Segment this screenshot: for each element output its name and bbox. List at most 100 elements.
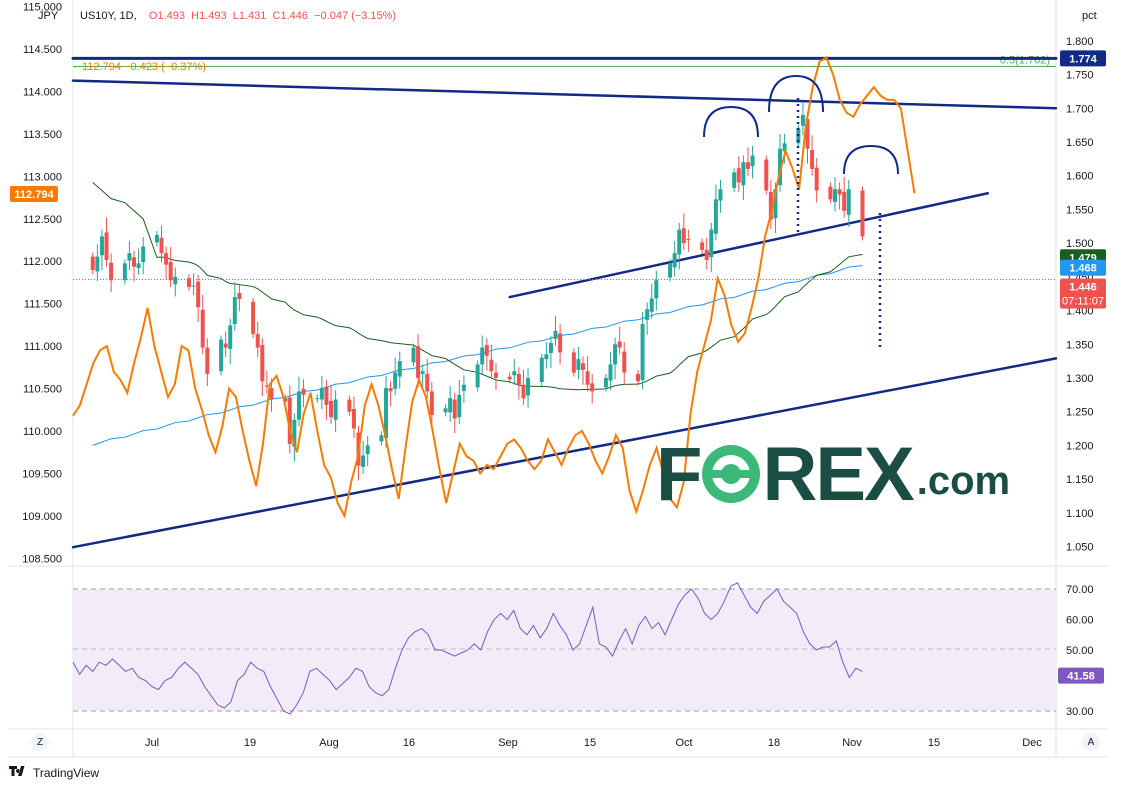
- last-price-tag: 1.446: [1069, 282, 1097, 294]
- right-axis-tick: 1.800: [1066, 36, 1094, 48]
- candle-body: [773, 189, 778, 219]
- candle-body: [315, 398, 320, 400]
- legend-close: C1.446: [272, 10, 308, 22]
- candle-body: [90, 256, 95, 271]
- watermark-rex: REX: [762, 431, 914, 517]
- ma-fast-tag: 1.468: [1069, 263, 1097, 275]
- candle-body: [443, 408, 448, 413]
- rsi-axis-tick: 30.00: [1066, 706, 1094, 718]
- right-axis-tick: 1.400: [1066, 306, 1094, 318]
- x-axis-label: Nov: [842, 737, 862, 749]
- candle-body: [196, 281, 201, 308]
- candle-body: [668, 263, 673, 278]
- right-axis-tick: 1.700: [1066, 103, 1094, 115]
- candle-body: [287, 397, 292, 445]
- left-shoulder-arc: [703, 105, 759, 138]
- candle-body: [713, 199, 718, 234]
- candle-body: [251, 301, 256, 335]
- left-axis-tick: 110.000: [23, 426, 62, 438]
- right-axis-tick: 1.150: [1066, 474, 1094, 486]
- candle-body: [828, 186, 833, 200]
- right-shoulder-arc: [843, 144, 899, 175]
- candle-body: [347, 399, 352, 412]
- auto-scale-button[interactable]: A: [1082, 733, 1100, 751]
- watermark-dotcom: .com: [916, 458, 1011, 503]
- candle-body: [260, 344, 265, 382]
- candle-body: [379, 435, 384, 442]
- candle-body: [365, 445, 370, 455]
- right-axis-tick: 1.350: [1066, 339, 1094, 351]
- x-axis-label: Sep: [498, 737, 518, 749]
- candle-body: [457, 394, 462, 418]
- right-axis-tick: 1.200: [1066, 440, 1094, 452]
- candle-body: [200, 309, 205, 348]
- candle-body: [539, 357, 544, 383]
- candle-body: [122, 263, 127, 281]
- fib-label: 0.5(1.762): [1000, 54, 1050, 66]
- candle-body: [521, 384, 526, 399]
- candle-body: [640, 324, 645, 380]
- candle-body: [576, 359, 581, 370]
- candle-body: [475, 364, 480, 388]
- candle-body: [741, 162, 746, 186]
- candle-body: [654, 280, 659, 299]
- candle-body: [672, 253, 677, 268]
- candle-body: [237, 293, 242, 300]
- candle-body: [544, 354, 549, 360]
- candle-body: [228, 325, 233, 349]
- head-arc: [768, 74, 824, 113]
- candle-body: [608, 364, 613, 381]
- candle-body: [99, 236, 104, 256]
- candle-body: [736, 168, 741, 183]
- candle-body: [416, 346, 421, 378]
- candle-body: [507, 376, 512, 380]
- candle-body: [548, 342, 553, 354]
- candle-body: [709, 229, 714, 258]
- candle-body: [860, 190, 865, 237]
- candle-body: [718, 189, 723, 201]
- candle-body: [814, 167, 819, 191]
- candle-body: [429, 391, 434, 416]
- candle-body: [283, 398, 288, 402]
- candle-body: [168, 261, 173, 281]
- candle-body: [333, 399, 338, 420]
- candle-body: [141, 246, 146, 262]
- x-axis-label: 18: [768, 737, 780, 749]
- candle-body: [329, 400, 334, 418]
- candle-body: [95, 256, 100, 272]
- candle-body: [833, 189, 838, 202]
- fib-price-tag-bg: [1060, 50, 1106, 67]
- log-scale-button[interactable]: Z: [31, 733, 49, 751]
- legend-symbol[interactable]: US10Y, 1D,: [80, 10, 137, 22]
- countdown-tag: 07:11:07: [1062, 296, 1104, 308]
- candle-body: [800, 115, 805, 126]
- candle-body: [173, 276, 178, 285]
- right-axis-tick: 1.050: [1066, 542, 1094, 554]
- tradingview-logo[interactable]: TradingView: [9, 765, 99, 780]
- right-axis-tick: 1.750: [1066, 70, 1094, 82]
- candle-body: [516, 373, 521, 385]
- candle-body: [351, 408, 356, 429]
- candle-body: [109, 262, 114, 281]
- candle-body: [397, 361, 402, 377]
- right-axis-tick: 1.650: [1066, 137, 1094, 149]
- candle-body: [645, 309, 650, 320]
- candle-body: [768, 191, 773, 220]
- x-axis-label: 19: [244, 737, 256, 749]
- candle-body: [127, 253, 132, 261]
- right-axis-tick: 1.250: [1066, 407, 1094, 419]
- candle-body: [159, 237, 164, 254]
- candle-body: [255, 334, 260, 348]
- candle-body: [558, 333, 563, 353]
- ma-fast-tag-bg: [1060, 259, 1106, 276]
- usdjpy-line: [72, 56, 916, 519]
- right-axis-tick: 1.100: [1066, 508, 1094, 520]
- candle-body: [677, 229, 682, 255]
- right-axis-tick: 1.550: [1066, 204, 1094, 216]
- candle-body: [480, 347, 485, 365]
- right-axis-tick: 1.500: [1066, 238, 1094, 250]
- candle-body: [191, 285, 196, 287]
- candle-body: [296, 391, 301, 420]
- rsi-value-tag: 41.58: [1067, 671, 1095, 683]
